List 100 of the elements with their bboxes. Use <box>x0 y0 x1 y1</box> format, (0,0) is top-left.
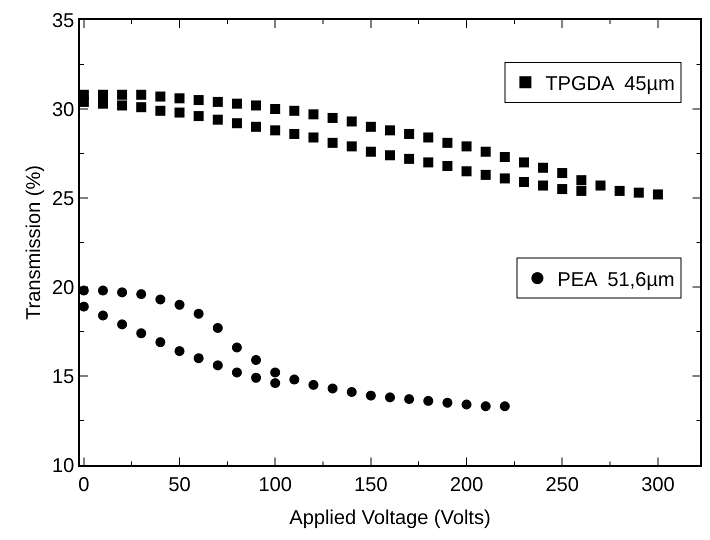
point <box>117 319 128 330</box>
point <box>462 141 472 152</box>
point <box>194 353 204 364</box>
point <box>328 383 338 394</box>
point <box>346 116 357 126</box>
y-tick-label: 25 <box>52 188 74 210</box>
point <box>251 122 262 132</box>
point <box>500 173 510 184</box>
point <box>423 157 434 168</box>
point <box>155 294 166 304</box>
point <box>442 160 452 171</box>
x-axis-title: Applied Voltage (Volts) <box>289 506 491 529</box>
y-tick-label: 15 <box>52 366 74 388</box>
point <box>194 111 204 122</box>
point <box>232 98 242 109</box>
point <box>366 146 376 157</box>
legend-label: TPGDA 45µm <box>545 73 675 96</box>
point <box>251 372 262 383</box>
point <box>136 289 146 300</box>
point <box>174 93 185 104</box>
y-tick-label: 10 <box>52 455 74 477</box>
point <box>232 367 242 378</box>
point <box>194 95 204 106</box>
point <box>98 286 108 296</box>
point <box>270 367 280 378</box>
point <box>328 112 338 123</box>
point <box>155 106 166 116</box>
point <box>634 188 644 198</box>
point <box>136 102 146 112</box>
legend-label: PEA 51,6µm <box>557 268 675 291</box>
y-axis-title: Transmission (%) <box>23 165 45 320</box>
point <box>480 146 491 157</box>
point <box>270 104 280 114</box>
point <box>270 125 280 136</box>
point <box>251 354 262 365</box>
point <box>652 189 663 200</box>
point <box>346 387 357 398</box>
point <box>80 302 89 312</box>
point <box>251 100 262 110</box>
point <box>557 184 568 194</box>
point <box>136 328 146 338</box>
point <box>212 322 223 333</box>
x-tick-label: 250 <box>546 474 579 496</box>
point <box>557 168 568 178</box>
point <box>462 166 472 176</box>
point <box>155 92 166 102</box>
point <box>289 374 300 385</box>
point <box>500 152 510 162</box>
x-tick-label: 200 <box>450 474 484 496</box>
point <box>212 96 223 107</box>
point <box>117 287 128 298</box>
point <box>404 394 414 404</box>
point <box>289 106 300 116</box>
point <box>308 109 318 120</box>
y-tick-label: 30 <box>52 99 74 121</box>
point <box>136 90 146 100</box>
point <box>194 308 204 319</box>
point <box>80 286 89 296</box>
point <box>328 138 338 148</box>
point <box>366 390 376 401</box>
y-tick-label: 20 <box>52 277 74 299</box>
point <box>117 90 128 100</box>
point <box>98 310 108 320</box>
point <box>576 186 586 196</box>
point <box>500 401 510 412</box>
x-tick-label: 300 <box>641 474 675 496</box>
point <box>595 180 606 191</box>
point <box>576 175 586 186</box>
x-tick-label: 50 <box>168 474 191 496</box>
point <box>385 150 395 160</box>
y-tick-label: 35 <box>52 10 74 32</box>
point <box>346 141 357 152</box>
point <box>232 118 242 128</box>
x-tick-label: 150 <box>354 474 388 496</box>
point <box>480 401 491 412</box>
point <box>480 170 491 180</box>
point <box>174 346 185 356</box>
point <box>538 180 548 191</box>
point <box>174 300 185 310</box>
point <box>212 360 223 370</box>
point <box>423 132 434 142</box>
x-tick-label: 0 <box>78 474 90 496</box>
point <box>462 399 472 410</box>
point <box>155 337 166 348</box>
point <box>385 125 395 136</box>
point <box>404 154 414 164</box>
point <box>289 128 300 139</box>
point <box>98 98 108 109</box>
point <box>174 108 185 118</box>
point <box>308 380 318 390</box>
point <box>308 132 318 142</box>
point <box>80 96 89 107</box>
point <box>404 128 414 139</box>
point <box>212 114 223 125</box>
x-tick-label: 100 <box>258 474 292 496</box>
point <box>518 176 529 187</box>
point <box>423 396 434 406</box>
point <box>270 378 280 388</box>
point <box>614 186 625 196</box>
point <box>518 157 529 168</box>
